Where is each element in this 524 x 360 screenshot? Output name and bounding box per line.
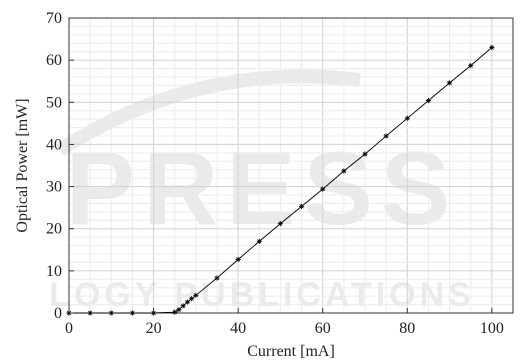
y-tick-label: 20 — [46, 221, 62, 238]
data-point-marker — [277, 221, 284, 227]
data-point-marker — [468, 63, 474, 69]
data-point-marker — [320, 186, 326, 192]
plot-area-frame — [68, 17, 514, 314]
data-point-marker — [404, 115, 410, 121]
data-point-marker — [129, 310, 136, 316]
data-point-marker — [172, 309, 178, 315]
data-point-marker — [193, 292, 199, 298]
data-point-marker — [235, 256, 241, 263]
data-point-marker — [298, 203, 305, 209]
watermark-sub-text: LOGY PUBLICATIONS — [49, 276, 475, 314]
data-point-marker — [87, 310, 93, 316]
y-tick-label: 40 — [46, 136, 62, 153]
y-axis-label: Optical Power [mW] — [14, 98, 31, 232]
data-point-marker — [446, 80, 453, 86]
data-point-marker — [341, 168, 347, 174]
data-point-marker — [425, 98, 432, 104]
x-tick-label: 100 — [480, 320, 504, 337]
x-axis-ticks: 0 20 40 60 80 100 — [65, 308, 504, 337]
data-point-marker — [489, 44, 495, 51]
x-tick-label: 40 — [230, 320, 246, 337]
x-tick-label: 20 — [146, 320, 162, 337]
data-point-marker — [180, 303, 186, 309]
data-point-marker — [108, 310, 114, 316]
y-tick-label: 70 — [46, 10, 62, 27]
x-tick-label: 80 — [399, 320, 415, 337]
data-point-marker — [214, 275, 220, 281]
y-axis-ticks: 0 10 20 30 40 50 60 70 — [46, 10, 74, 322]
data-point-marker — [256, 238, 262, 244]
watermark-main-text: PRESS — [66, 131, 459, 247]
data-point-marker — [383, 133, 389, 139]
y-tick-label: 30 — [46, 179, 62, 196]
data-point-marker — [362, 151, 368, 157]
data-point-marker — [184, 299, 190, 305]
data-point-marker — [189, 296, 195, 302]
x-axis-label: Current [mA] — [247, 343, 335, 360]
y-tick-label: 60 — [46, 52, 62, 69]
y-tick-label: 0 — [54, 305, 62, 322]
y-tick-label: 50 — [46, 94, 62, 111]
data-point-marker — [176, 307, 182, 313]
x-tick-label: 60 — [315, 320, 331, 337]
y-tick-label: 10 — [46, 263, 62, 280]
x-tick-label: 0 — [65, 320, 73, 337]
grid — [68, 17, 514, 314]
